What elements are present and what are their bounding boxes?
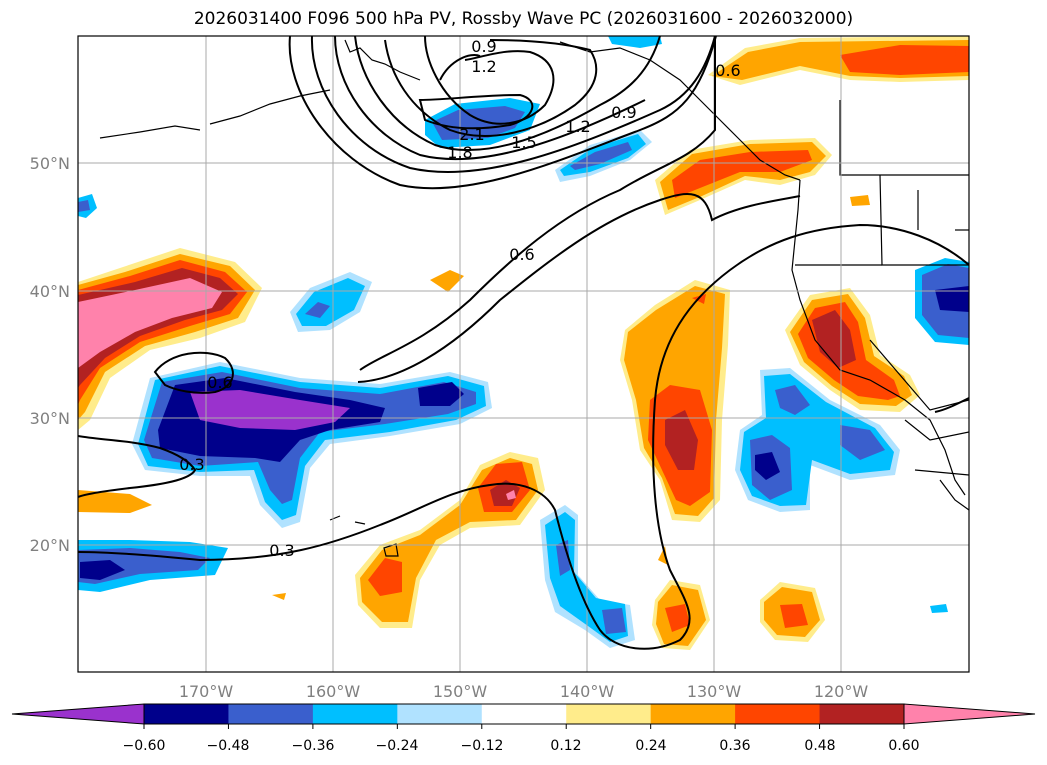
negative-anomaly-nw [290, 272, 372, 332]
lon-tick-label: 170°W [179, 682, 234, 701]
lon-tick-label: 120°W [814, 682, 869, 701]
map-area: 0.9 1.2 2.1 1.8 1.5 1.2 0.9 0.6 0.6 0.6 … [78, 36, 969, 672]
lat-tick-labels: 20°N 30°N 40°N 50°N [30, 154, 70, 555]
colorbar-segment [228, 704, 314, 724]
negative-anomaly-east [735, 368, 900, 512]
contour-labels: 0.9 1.2 2.1 1.8 1.5 1.2 0.9 0.6 0.6 0.6 … [179, 37, 740, 560]
positive-anomaly-california [785, 288, 920, 412]
map-frame [77, 35, 970, 673]
negative-anomaly-central [132, 362, 492, 528]
colorbar-segment [650, 704, 736, 724]
lon-tick-label: 160°W [306, 682, 361, 701]
coastlines [99, 39, 969, 557]
contour-label: 0.6 [207, 373, 232, 392]
contour-label: 0.6 [715, 61, 740, 80]
positive-anomaly-sw [78, 490, 152, 513]
positive-anomaly-east-band [620, 280, 730, 522]
contour-label: 1.5 [511, 133, 536, 152]
colorbar-segment [735, 704, 821, 724]
lon-tick-labels: 170°W 160°W 150°W 140°W 130°W 120°W [179, 682, 869, 701]
colorbar-label: 0.60 [888, 738, 919, 754]
colorbar-label: −0.36 [292, 738, 335, 754]
positive-anomaly-south [355, 452, 545, 628]
colorbar-segment [566, 704, 652, 724]
colorbar-segment [397, 704, 483, 724]
contour-label: 0.3 [179, 455, 204, 474]
contour-label: 1.2 [565, 117, 590, 136]
colorbar-label: −0.60 [123, 738, 166, 754]
colorbar-label: 0.12 [550, 738, 581, 754]
contour-label: 1.2 [471, 57, 496, 76]
pv-contours [78, 36, 969, 650]
colorbar-extend-min [12, 704, 144, 724]
colorbar-label: 0.48 [804, 738, 835, 754]
colorbar-label: −0.12 [461, 738, 504, 754]
lat-tick-label: 30°N [30, 409, 70, 428]
colorbar-label: 0.36 [719, 738, 750, 754]
lat-tick-label: 20°N [30, 536, 70, 555]
contour-label: 2.1 [459, 125, 484, 144]
colorbar-extend-max [904, 704, 1035, 724]
colorbar-segment [144, 704, 229, 724]
chart-title: 2026031400 F096 500 hPa PV, Rossby Wave … [193, 9, 854, 29]
colorbar-label: −0.24 [376, 738, 419, 754]
colorbar-label: −0.48 [207, 738, 250, 754]
lon-tick-label: 150°W [433, 682, 488, 701]
lat-tick-label: 40°N [30, 282, 70, 301]
colorbar-label: 0.24 [635, 738, 666, 754]
lon-tick-label: 130°W [687, 682, 742, 701]
colorbar-segment [481, 704, 567, 724]
contour-label: 1.8 [447, 143, 472, 162]
lat-tick-label: 50°N [30, 154, 70, 173]
colorbar-segment [312, 704, 398, 724]
contour-label: 0.3 [269, 541, 294, 560]
colorbar: −0.60 −0.48 −0.36 −0.24 −0.12 0.12 0.24 … [11, 703, 1036, 754]
colorbar-segment [819, 704, 905, 724]
contour-label: 0.9 [611, 103, 636, 122]
positive-anomaly-west [78, 248, 262, 430]
lon-tick-label: 140°W [560, 682, 615, 701]
colorbar-labels: −0.60 −0.48 −0.36 −0.24 −0.12 0.12 0.24 … [123, 738, 920, 754]
contour-label: 0.9 [471, 37, 496, 56]
contour-label: 0.6 [509, 245, 534, 264]
